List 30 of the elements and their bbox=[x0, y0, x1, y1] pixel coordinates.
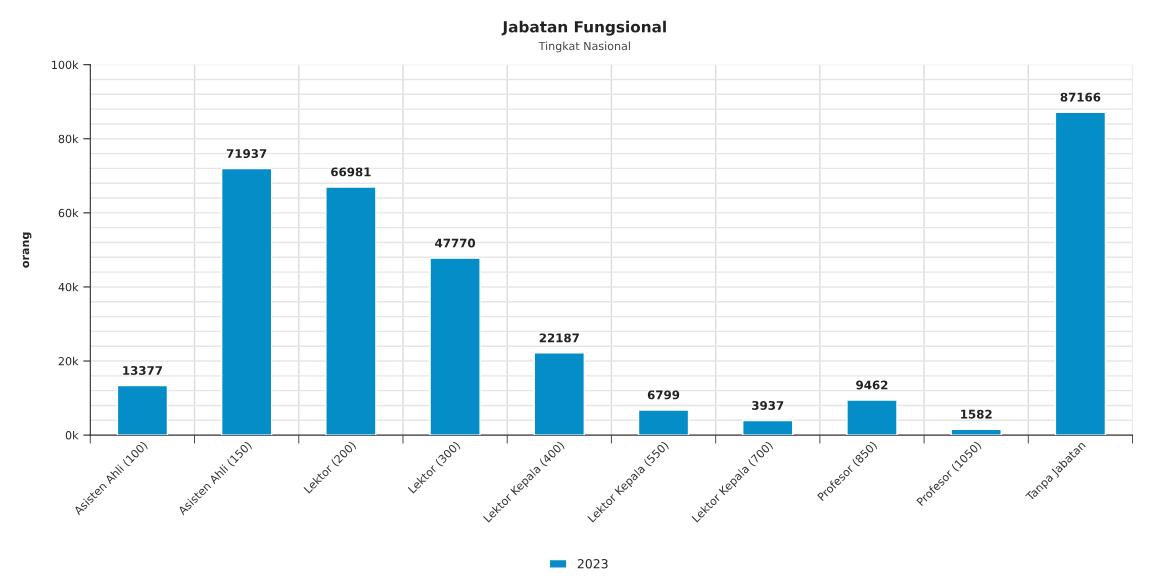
data-label: 71937 bbox=[226, 149, 267, 159]
bar bbox=[325, 186, 377, 436]
data-label: 1582 bbox=[961, 409, 992, 419]
bar bbox=[533, 352, 586, 436]
bar bbox=[950, 428, 1002, 436]
y-tick-label: 0k bbox=[65, 430, 79, 440]
y-axis-title: orang bbox=[22, 232, 32, 268]
legend-label: 2023 bbox=[577, 558, 608, 569]
chart-title: Jabatan Fungsional bbox=[501, 20, 666, 36]
bar bbox=[429, 257, 481, 436]
bar bbox=[1054, 111, 1107, 436]
data-label: 3937 bbox=[752, 400, 784, 410]
data-label: 22187 bbox=[539, 333, 579, 343]
bar bbox=[846, 399, 898, 436]
chart-subtitle: Tingkat Nasional bbox=[538, 41, 630, 53]
bar bbox=[220, 167, 273, 436]
bar bbox=[116, 384, 169, 436]
data-label: 66981 bbox=[331, 167, 371, 177]
bar bbox=[742, 419, 794, 436]
y-tick-label: 20k bbox=[58, 356, 79, 366]
bar bbox=[637, 409, 690, 436]
y-tick-label: 80k bbox=[58, 134, 79, 144]
y-tick-label: 100k bbox=[52, 60, 79, 70]
data-label: 6799 bbox=[647, 390, 680, 400]
data-label: 87166 bbox=[1060, 92, 1101, 102]
data-label: 9462 bbox=[856, 380, 888, 390]
y-tick-label: 60k bbox=[58, 208, 79, 218]
y-tick-label: 40k bbox=[58, 282, 79, 292]
data-label: 47770 bbox=[435, 238, 476, 248]
data-label: 13377 bbox=[123, 366, 163, 375]
